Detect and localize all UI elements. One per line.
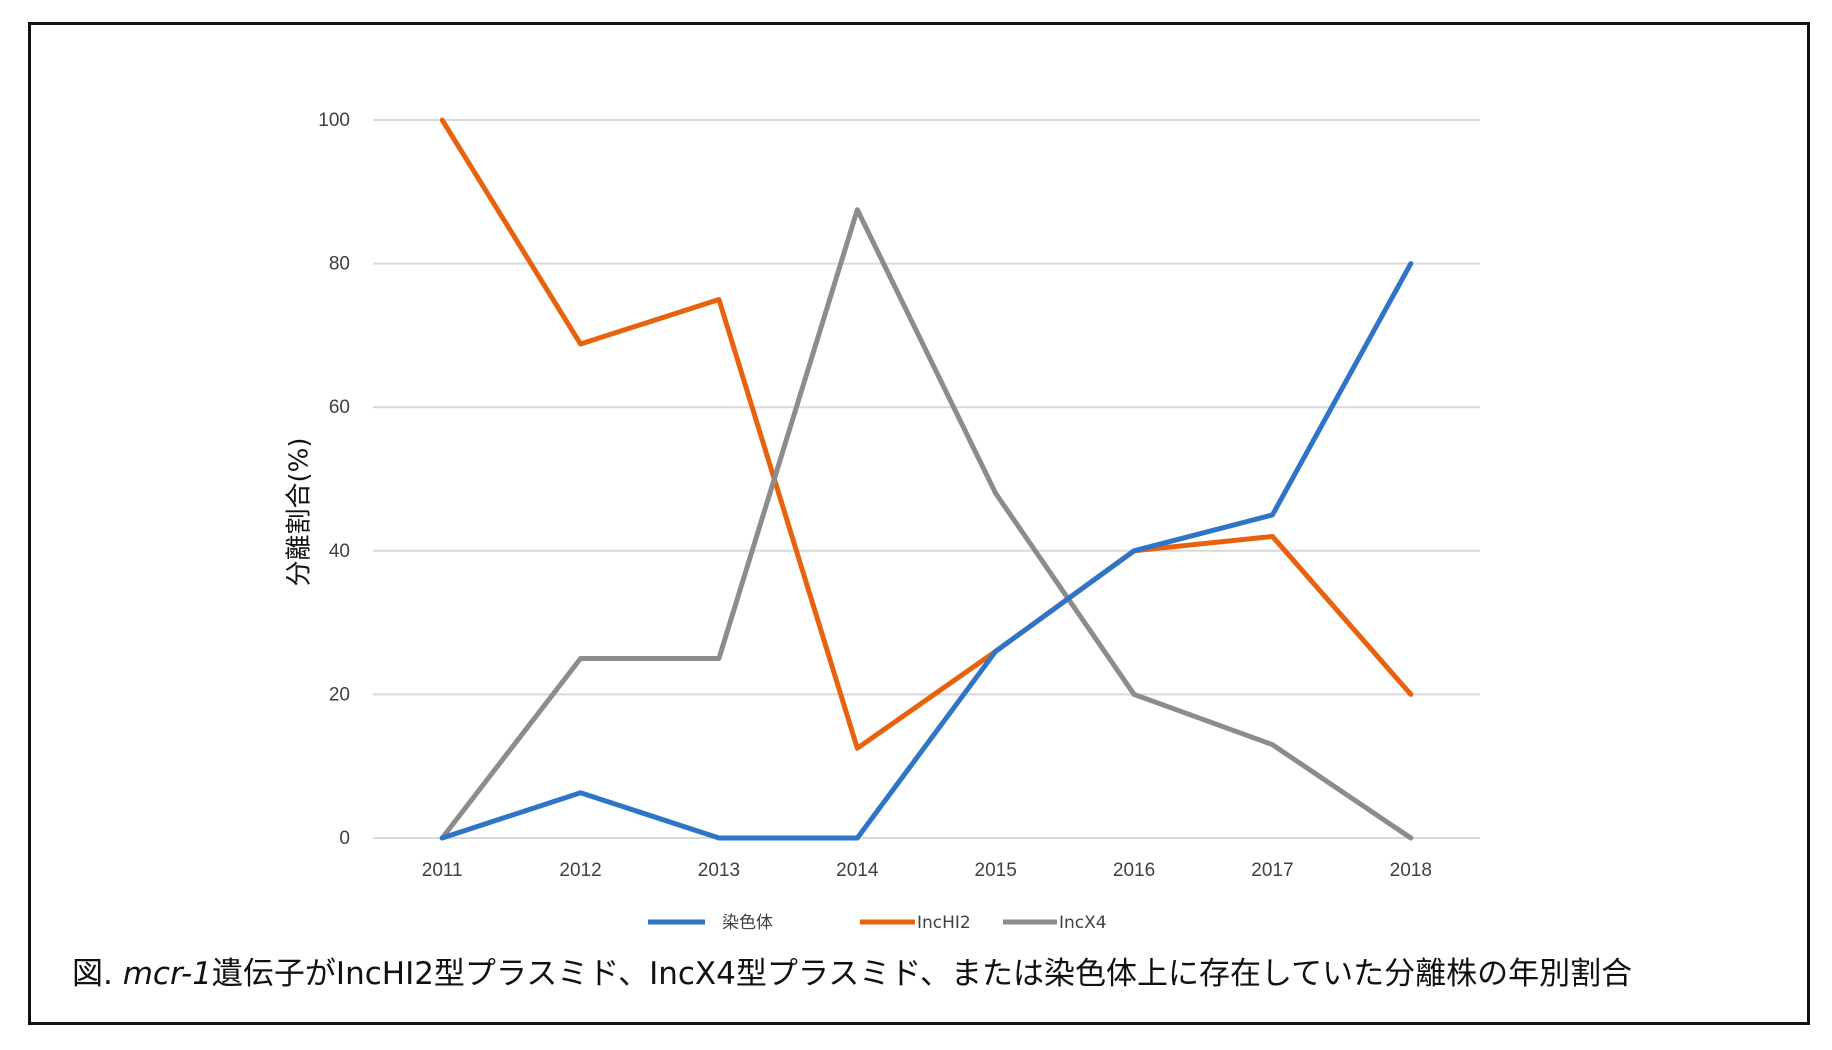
legend-item: 染色体 xyxy=(648,913,773,933)
x-tick-label: 2017 xyxy=(1251,860,1293,881)
y-tick-label: 40 xyxy=(329,541,350,562)
y-tick-label: 0 xyxy=(339,828,350,849)
y-axis-ticks: 0 20 40 60 80 100 xyxy=(318,110,350,849)
legend-label: IncX4 xyxy=(1059,913,1107,933)
gridlines xyxy=(373,119,1480,839)
y-axis-title: 分離割合(%) xyxy=(285,438,315,587)
y-tick-label: 20 xyxy=(329,684,350,705)
legend-label: 染色体 xyxy=(722,913,773,933)
legend-item: IncX4 xyxy=(1003,913,1107,933)
figure-frame xyxy=(28,22,1810,1025)
y-tick-label: 60 xyxy=(329,397,350,418)
series-lines xyxy=(439,117,1414,841)
y-tick-label: 80 xyxy=(329,254,350,275)
series-line-IncHI2 xyxy=(439,117,1414,751)
x-tick-label: 2015 xyxy=(975,860,1017,881)
x-axis-ticks: 2011 2012 2013 2014 2015 2016 2017 2018 xyxy=(422,860,1432,881)
x-tick-label: 2012 xyxy=(559,860,601,881)
x-tick-label: 2011 xyxy=(422,860,463,881)
y-tick-label: 100 xyxy=(318,110,350,131)
caption-prefix: 図. xyxy=(72,956,123,992)
figure-caption: 図. mcr-1遺伝子がIncHI2型プラスミド、IncX4型プラスミド、または… xyxy=(72,948,1632,993)
x-tick-label: 2016 xyxy=(1113,860,1155,881)
x-tick-label: 2014 xyxy=(836,860,879,881)
caption-gene-name: mcr-1 xyxy=(122,956,212,992)
legend-label: IncHI2 xyxy=(917,913,971,933)
x-tick-label: 2018 xyxy=(1390,860,1432,881)
legend: 染色体 IncHI2 IncX4 xyxy=(648,913,1107,933)
x-tick-label: 2013 xyxy=(698,860,740,881)
series-line-染色体 xyxy=(439,261,1414,841)
series-line-IncX4 xyxy=(439,207,1414,841)
legend-item: IncHI2 xyxy=(860,913,971,933)
caption-text: 遺伝子がIncHI2型プラスミド、IncX4型プラスミド、または染色体上に存在し… xyxy=(211,956,1633,992)
